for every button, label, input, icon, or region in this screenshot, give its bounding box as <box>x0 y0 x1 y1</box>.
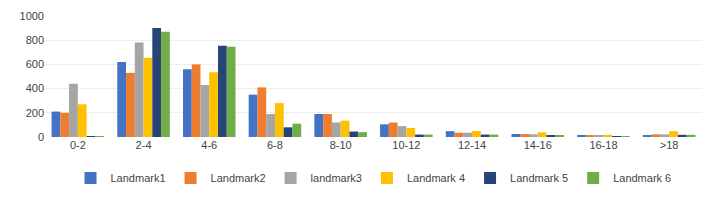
svg-text:12-14: 12-14 <box>458 139 486 151</box>
svg-text:4-6: 4-6 <box>201 139 217 151</box>
svg-text:16-18: 16-18 <box>589 139 617 151</box>
svg-text:14-16: 14-16 <box>524 139 552 151</box>
svg-text:600: 600 <box>26 58 44 70</box>
svg-text:Landmark2: Landmark2 <box>211 172 266 184</box>
svg-text:0: 0 <box>38 131 44 143</box>
svg-text:>18: >18 <box>660 139 679 151</box>
svg-text:2-4: 2-4 <box>136 139 152 151</box>
svg-text:0-2: 0-2 <box>70 139 86 151</box>
svg-text:6-8: 6-8 <box>267 139 283 151</box>
svg-text:Landmark 5: Landmark 5 <box>510 172 568 184</box>
svg-text:800: 800 <box>26 34 44 46</box>
svg-text:Landmark 6: Landmark 6 <box>613 172 671 184</box>
svg-text:400: 400 <box>26 82 44 94</box>
svg-text:Landmark1: Landmark1 <box>111 172 166 184</box>
svg-text:200: 200 <box>26 107 44 119</box>
svg-text:1000: 1000 <box>20 10 44 22</box>
svg-text:10-12: 10-12 <box>392 139 420 151</box>
svg-text:Landmark 4: Landmark 4 <box>407 172 465 184</box>
svg-text:8-10: 8-10 <box>330 139 352 151</box>
svg-text:landmark3: landmark3 <box>311 172 362 184</box>
